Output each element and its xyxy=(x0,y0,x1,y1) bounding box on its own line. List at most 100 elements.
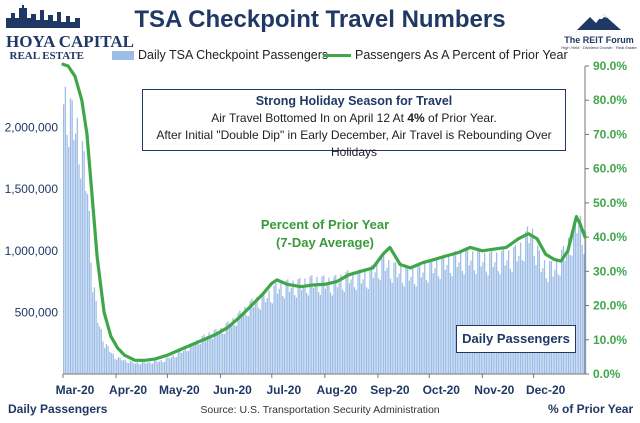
bar xyxy=(319,294,321,374)
bar xyxy=(194,343,197,374)
bar xyxy=(528,243,530,374)
bar xyxy=(160,360,162,374)
bar xyxy=(306,292,308,374)
bar xyxy=(206,336,209,374)
bar xyxy=(482,261,484,374)
bar xyxy=(193,345,195,374)
bar xyxy=(124,359,126,374)
bar xyxy=(299,277,301,374)
bar xyxy=(340,274,342,374)
bar xyxy=(98,326,101,374)
bar xyxy=(157,362,159,374)
bar xyxy=(410,277,412,374)
bar xyxy=(290,288,292,374)
bar xyxy=(302,286,304,374)
bar xyxy=(311,275,313,374)
bar xyxy=(360,283,363,374)
bar xyxy=(412,268,414,374)
bar xyxy=(292,280,294,374)
y-left-tick-label: 1,000,000 xyxy=(5,244,59,258)
line-point xyxy=(202,339,204,341)
bar xyxy=(323,275,325,374)
bar xyxy=(576,233,578,374)
line-point xyxy=(67,65,69,67)
y-right-tick-label: 60.0% xyxy=(593,162,627,176)
bar xyxy=(68,147,70,374)
bar xyxy=(555,258,558,374)
line-point xyxy=(421,262,423,264)
bar xyxy=(128,363,130,374)
source-note: Source: U.S. Transportation Security Adm… xyxy=(200,404,440,416)
bar xyxy=(138,364,140,374)
bar xyxy=(519,242,522,374)
bar xyxy=(506,260,508,374)
bar xyxy=(100,329,102,374)
line-point xyxy=(96,257,98,259)
bar xyxy=(437,276,440,374)
bar xyxy=(405,266,407,374)
line-point xyxy=(545,253,547,255)
bar xyxy=(359,269,361,374)
line-point xyxy=(505,246,507,248)
skyline-icon xyxy=(6,5,80,28)
bar xyxy=(514,244,517,374)
bar xyxy=(307,295,309,374)
line-point xyxy=(382,253,384,255)
bar xyxy=(74,133,77,374)
bar xyxy=(533,256,535,374)
bar xyxy=(501,250,503,374)
annotation-box: Strong Holiday Season for Travel Air Tra… xyxy=(142,89,566,159)
bar xyxy=(489,252,491,374)
bar xyxy=(199,344,202,374)
bar xyxy=(93,287,96,374)
bar xyxy=(543,260,546,374)
bar xyxy=(345,271,347,374)
bar xyxy=(386,267,388,374)
bar xyxy=(468,265,470,374)
line-point xyxy=(271,282,273,284)
bar xyxy=(110,353,113,374)
bar xyxy=(172,355,174,374)
bar xyxy=(473,270,476,374)
line-point xyxy=(154,358,156,360)
bar xyxy=(400,265,402,374)
logo-text-sub: REAL ESTATE xyxy=(9,50,84,62)
bar xyxy=(280,281,282,374)
line-point xyxy=(399,263,401,266)
bar xyxy=(261,293,263,374)
bar xyxy=(427,282,429,374)
bar xyxy=(335,274,337,374)
bar xyxy=(85,191,87,374)
bar xyxy=(198,344,200,374)
bar xyxy=(129,361,132,374)
bar xyxy=(540,271,542,374)
bar xyxy=(436,259,438,374)
line-point xyxy=(238,316,240,319)
bar xyxy=(478,249,481,374)
bar xyxy=(73,139,75,374)
bar xyxy=(227,321,229,374)
bar xyxy=(538,250,541,374)
bar xyxy=(550,260,553,374)
bar xyxy=(275,282,277,374)
bar xyxy=(439,279,441,374)
bar xyxy=(454,250,457,374)
bar xyxy=(526,226,529,374)
bar xyxy=(559,275,561,374)
bar xyxy=(504,265,506,374)
bar xyxy=(175,357,178,374)
bar xyxy=(535,265,537,374)
line-point xyxy=(348,274,350,276)
bar xyxy=(239,310,241,374)
bar xyxy=(114,358,116,374)
line-point xyxy=(445,255,447,257)
bar xyxy=(466,249,469,374)
bar xyxy=(230,323,232,374)
bar xyxy=(259,309,262,374)
bar xyxy=(422,272,424,374)
bar xyxy=(122,360,125,374)
bar xyxy=(121,360,123,374)
y-right-tick-label: 0.0% xyxy=(593,367,621,381)
